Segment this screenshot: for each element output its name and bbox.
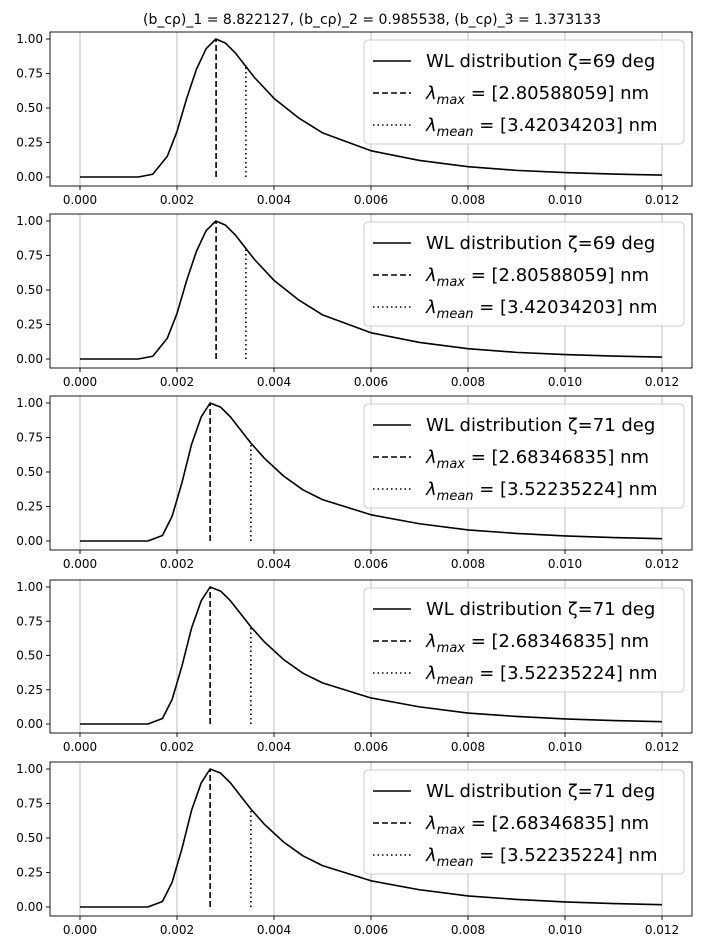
y-tick-label: 0.50: [16, 831, 43, 845]
x-tick-label: 0.004: [257, 375, 291, 389]
x-tick-label: 0.008: [451, 193, 485, 207]
legend-label: λmean = [3.42034203] nm: [425, 297, 658, 322]
legend-box: [363, 403, 685, 509]
y-tick-label: 0.00: [16, 900, 43, 914]
y-tick-label: 0.25: [16, 866, 43, 880]
x-tick-label: 0.010: [548, 193, 582, 207]
y-tick-label: 0.50: [16, 101, 43, 115]
y-tick-label: 0.75: [16, 249, 43, 263]
legend-label: WL distribution ζ=69 deg: [426, 233, 655, 254]
legend-box: [363, 587, 685, 693]
y-tick-label: 1.00: [16, 762, 43, 776]
y-tick-label: 0.75: [16, 614, 43, 628]
chart-panel-4: 0.000 0.002 0.004 0.006 0.008 0.010 0.012 0.00 0…: [16, 579, 693, 754]
y-tick-label: 0.50: [16, 283, 43, 297]
x-tick-label: 0.012: [645, 193, 679, 207]
y-tick-label: 0.25: [16, 683, 43, 697]
y-tick-label: 1.00: [16, 396, 43, 410]
x-tick-label: 0.008: [451, 923, 485, 937]
y-tick-label: 0.00: [16, 717, 43, 731]
x-tick-label: 0.002: [160, 375, 194, 389]
y-tick-label: 0.75: [16, 67, 43, 81]
x-tick-label: 0.000: [63, 375, 97, 389]
y-tick-label: 0.00: [16, 534, 43, 548]
x-tick-label: 0.006: [354, 557, 388, 571]
distribution-curve: [80, 38, 663, 178]
y-tick-label: 0.00: [16, 170, 43, 184]
y-tick-label: 0.25: [16, 136, 43, 150]
chart-panels: 0.000 0.002 0.004 0.006 0.008 0.010 0.0120.000…: [16, 31, 693, 937]
x-tick-label: 0.008: [451, 375, 485, 389]
x-tick-label: 0.004: [257, 193, 291, 207]
chart-panel-2: 0.000 0.002 0.004 0.006 0.008 0.010 0.012 0.00 0…: [16, 213, 693, 389]
y-tick-label: 0.25: [16, 500, 43, 514]
y-tick-label: 1.00: [16, 214, 43, 228]
legend: WL distribution ζ=71 deg λmax = [2.683468…: [363, 587, 685, 693]
legend-box: [363, 221, 685, 327]
x-tick-label: 0.002: [160, 923, 194, 937]
legend-box: [363, 769, 685, 875]
x-tick-label: 0.000: [63, 193, 97, 207]
x-tick-label: 0.006: [354, 740, 388, 754]
y-tick-label: 0.75: [16, 431, 43, 445]
x-tick-label: 0.010: [548, 557, 582, 571]
x-tick-label: 0.010: [548, 740, 582, 754]
chart-panel-3: 0.000 0.002 0.004 0.006 0.008 0.010 0.012 0.00 0…: [16, 395, 693, 571]
x-tick-label: 0.002: [160, 193, 194, 207]
distribution-curve: [80, 586, 663, 725]
legend-label: λmean = [3.52235224] nm: [425, 479, 658, 504]
y-tick-label: 0.50: [16, 649, 43, 663]
legend-label: λmax = [2.68346835] nm: [425, 631, 649, 656]
y-tick-label: 0.50: [16, 465, 43, 479]
x-tick-label: 0.006: [354, 193, 388, 207]
distribution-curve: [80, 402, 663, 542]
x-tick-label: 0.004: [257, 923, 291, 937]
y-tick-label: 0.75: [16, 797, 43, 811]
x-tick-label: 0.012: [645, 923, 679, 937]
x-tick-label: 0.000: [63, 740, 97, 754]
x-tick-label: 0.002: [160, 740, 194, 754]
x-tick-label: 0.010: [548, 375, 582, 389]
legend-label: λmax = [2.68346835] nm: [425, 813, 649, 838]
x-tick-label: 0.012: [645, 375, 679, 389]
legend-label: λmean = [3.52235224] nm: [425, 663, 658, 688]
x-tick-label: 0.006: [354, 375, 388, 389]
legend-label: λmean = [3.52235224] nm: [425, 845, 658, 870]
legend-label: WL distribution ζ=69 deg: [426, 51, 655, 72]
legend: WL distribution ζ=69 deg λmax = [2.805880…: [363, 39, 685, 145]
distribution-curve: [80, 220, 663, 360]
x-tick-label: 0.010: [548, 923, 582, 937]
figure-title: (b_cρ)_1 = 8.822127, (b_cρ)_2 = 0.985538…: [143, 12, 601, 28]
chart-panel-1: 0.000 0.002 0.004 0.006 0.008 0.010 0.012 0.00 0…: [16, 31, 693, 207]
x-tick-label: 0.004: [257, 557, 291, 571]
legend-label: λmax = [2.80588059] nm: [425, 265, 649, 290]
distribution-curve: [80, 768, 663, 908]
x-tick-label: 0.012: [645, 740, 679, 754]
x-tick-label: 0.012: [645, 557, 679, 571]
legend-label: WL distribution ζ=71 deg: [426, 415, 655, 436]
x-tick-label: 0.000: [63, 557, 97, 571]
legend-box: [363, 39, 685, 145]
legend: WL distribution ζ=71 deg λmax = [2.683468…: [363, 403, 685, 509]
legend-label: WL distribution ζ=71 deg: [426, 781, 655, 802]
legend: WL distribution ζ=69 deg λmax = [2.805880…: [363, 221, 685, 327]
x-tick-label: 0.008: [451, 740, 485, 754]
legend-label: WL distribution ζ=71 deg: [426, 599, 655, 620]
y-tick-label: 1.00: [16, 32, 43, 46]
chart-panel-5: 0.000 0.002 0.004 0.006 0.008 0.010 0.012 0.00 0…: [16, 761, 693, 937]
legend-label: λmean = [3.42034203] nm: [425, 115, 658, 140]
legend-label: λmax = [2.80588059] nm: [425, 83, 649, 108]
x-tick-label: 0.008: [451, 557, 485, 571]
x-tick-label: 0.006: [354, 923, 388, 937]
x-tick-label: 0.004: [257, 740, 291, 754]
x-tick-label: 0.002: [160, 557, 194, 571]
y-tick-label: 0.25: [16, 318, 43, 332]
legend: WL distribution ζ=71 deg λmax = [2.683468…: [363, 769, 685, 875]
legend-label: λmax = [2.68346835] nm: [425, 447, 649, 472]
y-tick-label: 1.00: [16, 580, 43, 594]
x-tick-label: 0.000: [63, 923, 97, 937]
y-tick-label: 0.00: [16, 352, 43, 366]
